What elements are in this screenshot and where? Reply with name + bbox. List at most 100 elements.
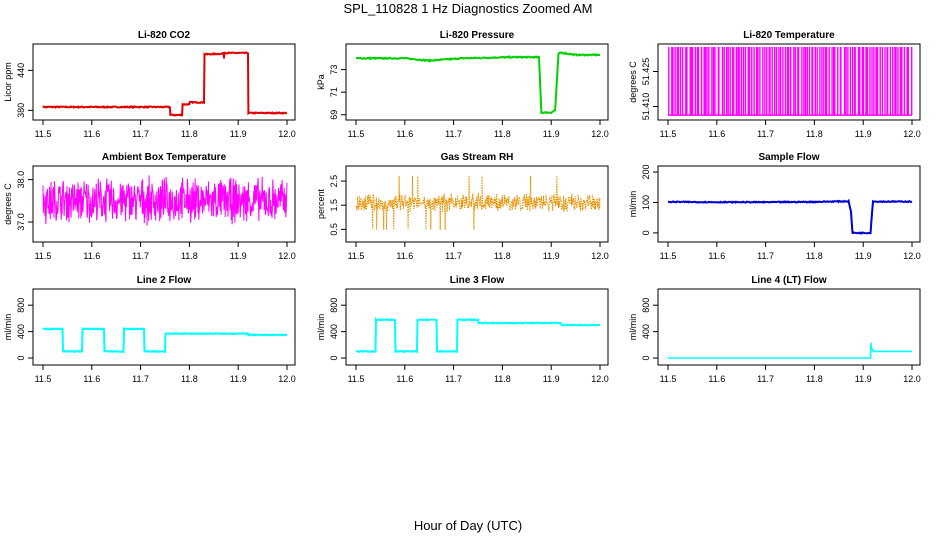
y-tick-label: 100 bbox=[641, 195, 651, 210]
y-axis-label: degrees C bbox=[628, 61, 638, 103]
y-tick-label: 71 bbox=[329, 87, 339, 97]
chart-panel: Gas Stream RH percent 11.5 11.6 11.7 11.8 11.9… bbox=[316, 152, 609, 261]
x-tick-label: 11.8 bbox=[494, 374, 511, 384]
x-tick-label: 11.5 bbox=[660, 129, 677, 139]
y-tick-label: 0 bbox=[641, 230, 651, 235]
x-tick-label: 11.9 bbox=[855, 129, 872, 139]
chart-title: Gas Stream RH bbox=[441, 152, 514, 163]
x-tick-label: 11.8 bbox=[494, 251, 511, 261]
x-tick-label: 11.5 bbox=[348, 374, 365, 384]
y-tick-label: 400 bbox=[329, 324, 339, 339]
x-tick-label: 11.8 bbox=[181, 251, 198, 261]
plot-frame bbox=[657, 43, 921, 121]
data-series-line bbox=[355, 317, 601, 354]
y-tick-label: 400 bbox=[641, 324, 651, 339]
y-tick-label: 0 bbox=[16, 356, 26, 361]
plot-frame bbox=[345, 165, 609, 243]
data-series-line bbox=[668, 342, 912, 359]
chart-panel: Line 3 Flow ml/min 11.5 11.6 11.7 11.8 11.9 12.… bbox=[316, 275, 609, 384]
x-tick-label: 11.9 bbox=[230, 251, 247, 261]
y-axis-label: ml/min bbox=[316, 314, 326, 341]
x-tick-label: 11.5 bbox=[660, 251, 677, 261]
y-axis-label: kPa bbox=[316, 74, 326, 90]
x-tick-label: 12.0 bbox=[903, 374, 921, 384]
x-tick-label: 11.5 bbox=[35, 251, 52, 261]
chart-title: Line 3 Flow bbox=[450, 275, 505, 286]
y-tick-label: 440 bbox=[16, 63, 26, 78]
x-tick-label: 11.8 bbox=[181, 129, 198, 139]
x-tick-label: 11.8 bbox=[181, 374, 198, 384]
chart-title: Line 4 (LT) Flow bbox=[751, 275, 827, 286]
x-tick-label: 12.0 bbox=[278, 251, 296, 261]
x-tick-label: 11.7 bbox=[445, 374, 462, 384]
x-tick-label: 12.0 bbox=[591, 251, 609, 261]
x-tick-label: 11.8 bbox=[494, 129, 511, 139]
y-tick-label: 38.0 bbox=[16, 171, 26, 189]
plot-frame bbox=[657, 165, 921, 243]
data-series-line bbox=[42, 51, 288, 117]
data-series-line bbox=[42, 175, 288, 226]
plot-frame bbox=[32, 288, 296, 366]
chart-title: Li-820 Temperature bbox=[743, 30, 835, 41]
x-axis-label: Hour of Day (UTC) bbox=[413, 518, 523, 533]
x-tick-label: 11.7 bbox=[132, 374, 149, 384]
chart-title: Line 2 Flow bbox=[137, 275, 192, 286]
y-axis-label: degrees C bbox=[3, 183, 13, 225]
y-axis-label: ml/min bbox=[628, 191, 638, 218]
chart-title: Li-820 Pressure bbox=[440, 30, 515, 41]
x-tick-label: 12.0 bbox=[278, 129, 296, 139]
plot-frame bbox=[345, 288, 609, 366]
x-tick-label: 11.8 bbox=[806, 129, 823, 139]
x-tick-label: 12.0 bbox=[591, 374, 609, 384]
x-tick-label: 11.7 bbox=[445, 129, 462, 139]
x-tick-label: 11.6 bbox=[708, 374, 725, 384]
y-tick-label: 73 bbox=[329, 65, 339, 75]
y-tick-label: 380 bbox=[16, 103, 26, 118]
x-tick-label: 12.0 bbox=[903, 129, 921, 139]
chart-title: Ambient Box Temperature bbox=[102, 152, 227, 163]
chart-title: Sample Flow bbox=[758, 152, 819, 163]
y-tick-label: 51.410 bbox=[641, 93, 651, 121]
x-tick-label: 11.7 bbox=[132, 129, 149, 139]
y-tick-label: 0 bbox=[641, 356, 651, 361]
chart-panel: Ambient Box Temperature degrees C 11.5 11.6… bbox=[3, 152, 296, 261]
chart-panel: Line 4 (LT) Flow ml/min 11.5 11.6 11.7 11.8 11… bbox=[628, 275, 921, 384]
x-tick-label: 11.7 bbox=[757, 251, 774, 261]
x-tick-label: 11.6 bbox=[396, 251, 413, 261]
chart-panel: Li-820 CO2 Licor ppm 11.5 11.6 11.7 11.8 11.9 1… bbox=[3, 30, 296, 139]
y-tick-label: 69 bbox=[329, 110, 339, 120]
plot-frame bbox=[32, 165, 296, 243]
data-series-line bbox=[668, 198, 913, 235]
x-tick-label: 11.9 bbox=[543, 129, 560, 139]
x-tick-label: 11.5 bbox=[660, 374, 677, 384]
x-tick-label: 11.6 bbox=[83, 251, 100, 261]
x-tick-label: 12.0 bbox=[903, 251, 921, 261]
y-tick-label: 200 bbox=[641, 165, 651, 180]
data-series-line bbox=[355, 51, 601, 115]
y-tick-label: 2.5 bbox=[329, 175, 339, 188]
y-tick-label: 37.0 bbox=[16, 213, 26, 231]
x-tick-label: 11.9 bbox=[230, 374, 247, 384]
x-tick-label: 11.7 bbox=[757, 374, 774, 384]
x-tick-label: 11.7 bbox=[757, 129, 774, 139]
data-series-spikes bbox=[668, 47, 913, 116]
y-tick-label: 1.5 bbox=[329, 199, 339, 212]
y-tick-label: 800 bbox=[329, 298, 339, 313]
y-axis-label: Licor ppm bbox=[3, 62, 13, 102]
x-tick-label: 11.6 bbox=[83, 129, 100, 139]
x-tick-label: 11.8 bbox=[806, 251, 823, 261]
y-tick-label: 800 bbox=[641, 298, 651, 313]
chart-panel: Li-820 Temperature degrees C 11.5 11.6 11.7 1… bbox=[628, 30, 921, 139]
plot-frame bbox=[657, 288, 921, 366]
data-series-line bbox=[355, 175, 601, 230]
x-tick-label: 11.8 bbox=[806, 374, 823, 384]
page-title: SPL_110828 1 Hz Diagnostics Zoomed AM bbox=[343, 1, 593, 16]
chart-panel: Li-820 Pressure kPa 11.5 11.6 11.7 11.8 11.9 12… bbox=[316, 30, 609, 139]
plot-frame bbox=[345, 43, 609, 121]
chart-title: Li-820 CO2 bbox=[138, 30, 191, 41]
x-tick-label: 11.9 bbox=[543, 374, 560, 384]
x-tick-label: 11.6 bbox=[396, 129, 413, 139]
x-tick-label: 11.6 bbox=[708, 129, 725, 139]
x-tick-label: 11.9 bbox=[230, 129, 247, 139]
